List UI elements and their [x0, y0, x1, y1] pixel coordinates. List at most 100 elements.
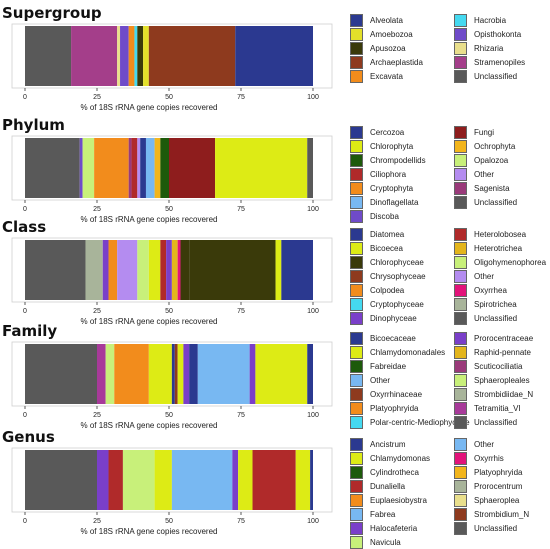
legend-swatch [454, 415, 467, 429]
legend-item-other: Other [350, 373, 391, 387]
bar-segment-opisthokonta [120, 26, 129, 86]
legend-item-chlorophyceae: Chlorophyceae [350, 255, 424, 269]
legend-item-ancistrum: Ancistrum [350, 437, 406, 451]
legend-label: Unclassified [474, 417, 518, 427]
legend-swatch [350, 153, 363, 167]
bar-segment-sphaeropleales [105, 344, 115, 404]
bar-segment-chlamydomonas [238, 450, 253, 510]
legend-item-hacrobia: Hacrobia [454, 13, 506, 27]
bar-segment-bicoecea [275, 240, 282, 300]
legend-swatch [454, 269, 467, 283]
legend-item-cylindrotheca: Cylindrotheca [350, 465, 419, 479]
legend-label: Other [370, 375, 391, 385]
bar-segment-platyophryida [114, 344, 149, 404]
bar-plot: 0 25 50 75 100 % of 18S rRNA gene copies reco… [11, 237, 333, 326]
bar-segment-fungi [169, 138, 216, 198]
legend-label: Sphaeroplea [474, 495, 520, 505]
legend-label: Sagenista [474, 183, 510, 193]
bar-segment-oxyrrhinaceae [174, 344, 178, 404]
legend-label: Chlorophyceae [370, 257, 424, 267]
legend-swatch [454, 359, 467, 373]
bar-segments [25, 240, 313, 300]
bar-segments [25, 138, 313, 198]
legend-swatch [350, 331, 363, 345]
legend-label: Heterolobosea [474, 229, 527, 239]
legend-swatch [350, 13, 363, 27]
legend-swatch [350, 283, 363, 297]
legend-item-dinoflagellata: Dinoflagellata [350, 195, 418, 209]
legend-label: Cryptophyceae [370, 299, 424, 309]
legend-swatch [454, 345, 467, 359]
legend-swatch [350, 125, 363, 139]
x-tick-label: 100 [307, 206, 319, 213]
bar-segment-chlorophyceae [180, 240, 190, 300]
legend-item-dinophyceae: Dinophyceae [350, 311, 417, 325]
legend-item-chlorophyta: Chlorophyta [350, 139, 413, 153]
legend-swatch [350, 359, 363, 373]
x-tick-label: 75 [237, 518, 245, 525]
bar-segment-amoebozoa [143, 26, 149, 86]
legend-label: Stramenopiles [474, 57, 526, 67]
legend-label: Tetramitia_VI [474, 403, 521, 413]
bar-segment-rhizaria [117, 26, 121, 86]
legend-item-oxyrrhinaceae: Oxyrrhinaceae [350, 387, 422, 401]
legend-label: Excavata [370, 71, 403, 81]
legend-swatch [350, 167, 363, 181]
legend-item-chlamydomonas: Chlamydomonas [350, 451, 430, 465]
legend-swatch [350, 255, 363, 269]
bar-segment-unclassified [307, 138, 313, 198]
bar-segment-dunaliella [252, 450, 296, 510]
bar-segment-cryptophyta [94, 138, 129, 198]
x-tick-label: 100 [307, 308, 319, 315]
legend-label: Cercozoa [370, 127, 405, 137]
legend-item-halocafeteria: Halocafeteria [350, 521, 417, 535]
legend-swatch [454, 255, 467, 269]
legend-swatch [350, 69, 363, 83]
legend-item-other: Other [454, 269, 494, 283]
legend-label: Platyophryida [474, 467, 523, 477]
legend-item-discoba: Discoba [350, 209, 399, 223]
legend-label: Discoba [370, 211, 399, 221]
legend-label: Other [474, 439, 495, 449]
legend-item-navicula: Navicula [350, 535, 401, 549]
bar-segment-other [117, 240, 138, 300]
bar-segment-chlamydomonadales [148, 344, 172, 404]
bar-segment-chlorophyceae [189, 240, 276, 300]
x-tick-label: 50 [165, 206, 173, 213]
legend-label: Opisthokonta [474, 29, 522, 39]
bar-segment-halocafeteria [232, 450, 239, 510]
bar-segment-spirotrichea [85, 240, 103, 300]
legend-label: Unclassified [474, 71, 518, 81]
bar-segment-heterolobosea [160, 240, 167, 300]
legend-label: Dunaliella [370, 481, 406, 491]
panel-class: Class 0 25 50 75 100 % of 18S rRNA gene copies… [0, 218, 550, 326]
legend-swatch [350, 521, 363, 535]
legend-label: Other [474, 169, 495, 179]
bar-segment-chlamydomonas [154, 450, 172, 510]
x-tick-label: 75 [237, 206, 245, 213]
legend-item-chrompodellids: Chrompodellids [350, 153, 426, 167]
bar-segment-sagenista [128, 138, 132, 198]
bar-segment-bicoecaceae [307, 344, 313, 404]
x-tick-label: 100 [307, 94, 319, 101]
legend-item-diatomea: Diatomea [350, 227, 405, 241]
bar-segment-dinophyceae [166, 240, 172, 300]
legend-label: Diatomea [370, 229, 405, 239]
legend-label: Archaeplastida [370, 57, 423, 67]
legend-item-amoebozoa: Amoebozoa [350, 27, 413, 41]
legend-label: Ciliophora [370, 169, 407, 179]
bar-segment-dinophyceae [102, 240, 109, 300]
legend-swatch [454, 451, 467, 465]
legend-item-cercozoa: Cercozoa [350, 125, 405, 139]
bar-segment-other [197, 344, 250, 404]
bar-segment-chlamydomonadales [177, 344, 184, 404]
bar-segment-chlamydomonas [295, 450, 311, 510]
bar-segment-unclassified [25, 26, 72, 86]
legend-swatch [350, 507, 363, 521]
legend-swatch [454, 387, 467, 401]
panel-phylum: Phylum 0 25 50 75 100 % of 18S rRNA gene copie… [0, 116, 550, 224]
bar-segment-hacrobia [134, 26, 138, 86]
legend-label: Ancistrum [370, 439, 406, 449]
bar-segment-oxyrrhea [177, 240, 181, 300]
legend-item-bicoecaceae: Bicoecaceae [350, 331, 416, 345]
